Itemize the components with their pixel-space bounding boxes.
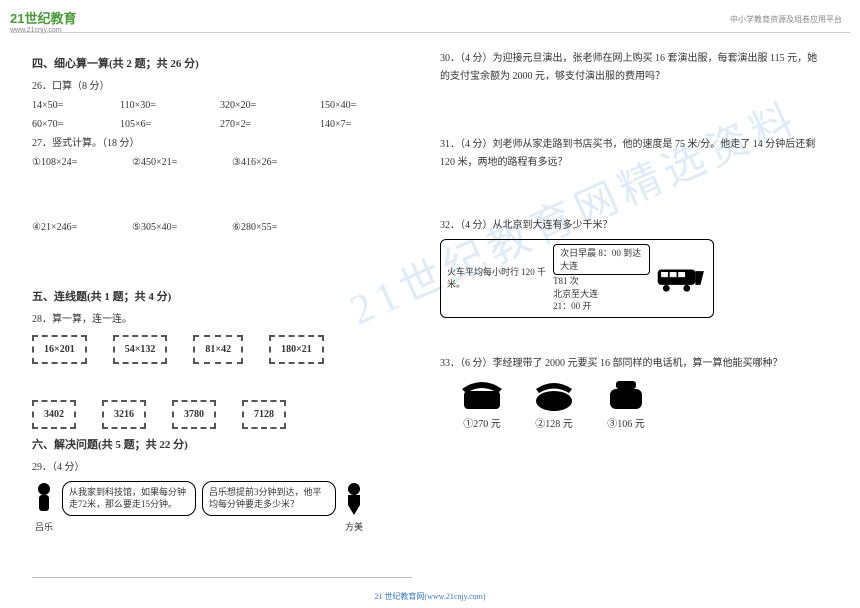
q26-cell: 110×30=	[120, 96, 220, 115]
q29-left-bubble: 从我家到科技馆，如果每分钟走72米，那么要走15分钟。	[62, 481, 196, 516]
match-box: 7128	[242, 400, 286, 429]
q33-phones: ①270 元 ②128 元 ③106 元	[460, 379, 820, 434]
header-right: 中小学教育资源及组卷应用平台	[730, 14, 842, 25]
q26-row1: 14×50= 110×30= 320×20= 150×40=	[32, 96, 412, 115]
phone-label: ①270 元	[463, 415, 501, 434]
spacer	[32, 370, 412, 394]
q27-cell: ⑥280×55=	[232, 218, 332, 237]
section5-title: 五、连线题(共 1 题；共 4 分)	[32, 287, 412, 308]
logo: 21世纪教育 www.21cnjy.com	[10, 8, 76, 34]
q27-label: 27．竖式计算。（18 分）	[32, 134, 412, 153]
q27-cell: ⑤305×40=	[132, 218, 232, 237]
match-box: 54×132	[113, 335, 168, 364]
phone-label: ②128 元	[535, 415, 573, 434]
section4-title: 四、细心算一算(共 2 题；共 26 分)	[32, 54, 412, 75]
spacer	[440, 318, 820, 354]
spacer	[440, 86, 820, 136]
phone-1: ①270 元	[460, 379, 504, 434]
phone-2: ②128 元	[532, 379, 576, 434]
q32-col1: 火车平均每小时行 120 千米。	[447, 266, 547, 291]
spacer	[32, 237, 412, 283]
q26-cell: 105×6=	[120, 115, 220, 134]
q26-cell: 140×7=	[320, 115, 420, 134]
phone-icon	[532, 379, 576, 413]
match-box: 180×21	[269, 335, 324, 364]
kid-right-icon	[342, 481, 366, 517]
q32-line3: 北京至大连	[553, 288, 650, 301]
q26-cell: 14×50=	[32, 96, 120, 115]
phone-icon	[604, 379, 648, 413]
right-column: 30．（4 分）为迎接元旦演出，张老师在网上购买 16 套演出服，每套演出服 1…	[440, 50, 820, 436]
q26-label: 26．口算（8 分）	[32, 77, 412, 96]
match-box: 16×201	[32, 335, 87, 364]
q26-cell: 270×2=	[220, 115, 320, 134]
q30: 30．（4 分）为迎接元旦演出，张老师在网上购买 16 套演出服，每套演出服 1…	[440, 50, 820, 86]
q32-arrow: 次日早晨 8：00 到达大连	[553, 244, 650, 275]
phone-3: ③106 元	[604, 379, 648, 434]
header-rule	[10, 32, 850, 33]
q27-cell: ①108×24=	[32, 153, 132, 172]
phone-label: ③106 元	[607, 415, 645, 434]
spacer	[440, 172, 820, 216]
q32-label: 32．（4 分）从北京到大连有多少千米？	[440, 216, 820, 235]
q32-col2: 次日早晨 8：00 到达大连 T81 次 北京至大连 21：00 开	[553, 244, 650, 313]
train-icon	[656, 260, 707, 296]
kid-right: 方美	[342, 481, 366, 536]
q28-bottom: 3402 3216 3780 7128	[32, 400, 412, 429]
phone-icon	[460, 379, 504, 413]
kid-left: 吕乐	[32, 481, 56, 536]
q32-line1: 火车平均每小时行 120 千米。	[447, 266, 547, 291]
left-column: 四、细心算一算(共 2 题；共 26 分) 26．口算（8 分） 14×50= …	[32, 50, 412, 536]
logo-cn: 21世纪教育	[10, 8, 76, 27]
q27-cell: ④21×246=	[32, 218, 132, 237]
bottom-rule	[32, 577, 412, 578]
q32-line4: 21：00 开	[553, 300, 650, 313]
q29-label: 29．（4 分）	[32, 462, 85, 473]
q27-row1: ①108×24= ②450×21= ③416×26=	[32, 153, 412, 172]
q29: 吕乐 从我家到科技馆，如果每分钟走72米，那么要走15分钟。 吕乐想提前3分钟到…	[32, 481, 412, 536]
q27-cell: ③416×26=	[232, 153, 332, 172]
kid-left-name: 吕乐	[32, 519, 56, 536]
q26-cell: 60×70=	[32, 115, 120, 134]
q32-train: 火车平均每小时行 120 千米。 次日早晨 8：00 到达大连 T81 次 北京…	[440, 239, 714, 318]
match-box: 3216	[102, 400, 146, 429]
spacer	[32, 172, 412, 218]
section6-title: 六、解决问题(共 5 题；共 22 分)	[32, 435, 412, 456]
match-box: 81×42	[193, 335, 243, 364]
q27-cell: ②450×21=	[132, 153, 232, 172]
match-box: 3402	[32, 400, 76, 429]
kid-right-name: 方美	[342, 519, 366, 536]
footer: 21 世纪教育网(www.21cnjy.com)	[0, 591, 860, 602]
q28-top: 16×201 54×132 81×42 180×21	[32, 335, 412, 364]
match-box: 3780	[172, 400, 216, 429]
q27-row2: ④21×246= ⑤305×40= ⑥280×55=	[32, 218, 412, 237]
q29-right-bubble: 吕乐想提前3分钟到达，他平均每分钟要走多少米？	[202, 481, 336, 516]
q33-label: 33．（6 分）李经理带了 2000 元要买 16 部同样的电话机，算一算他能买…	[440, 354, 820, 373]
q26-cell: 320×20=	[220, 96, 320, 115]
q28-label: 28．算一算，连一连。	[32, 310, 412, 329]
kid-left-icon	[32, 481, 56, 517]
q32-line2: T81 次	[553, 275, 650, 288]
q31: 31．（4 分）刘老师从家走路到书店买书，他的速度是 75 米/分。他走了 14…	[440, 136, 820, 172]
q26-cell: 150×40=	[320, 96, 420, 115]
q26-row2: 60×70= 105×6= 270×2= 140×7=	[32, 115, 412, 134]
